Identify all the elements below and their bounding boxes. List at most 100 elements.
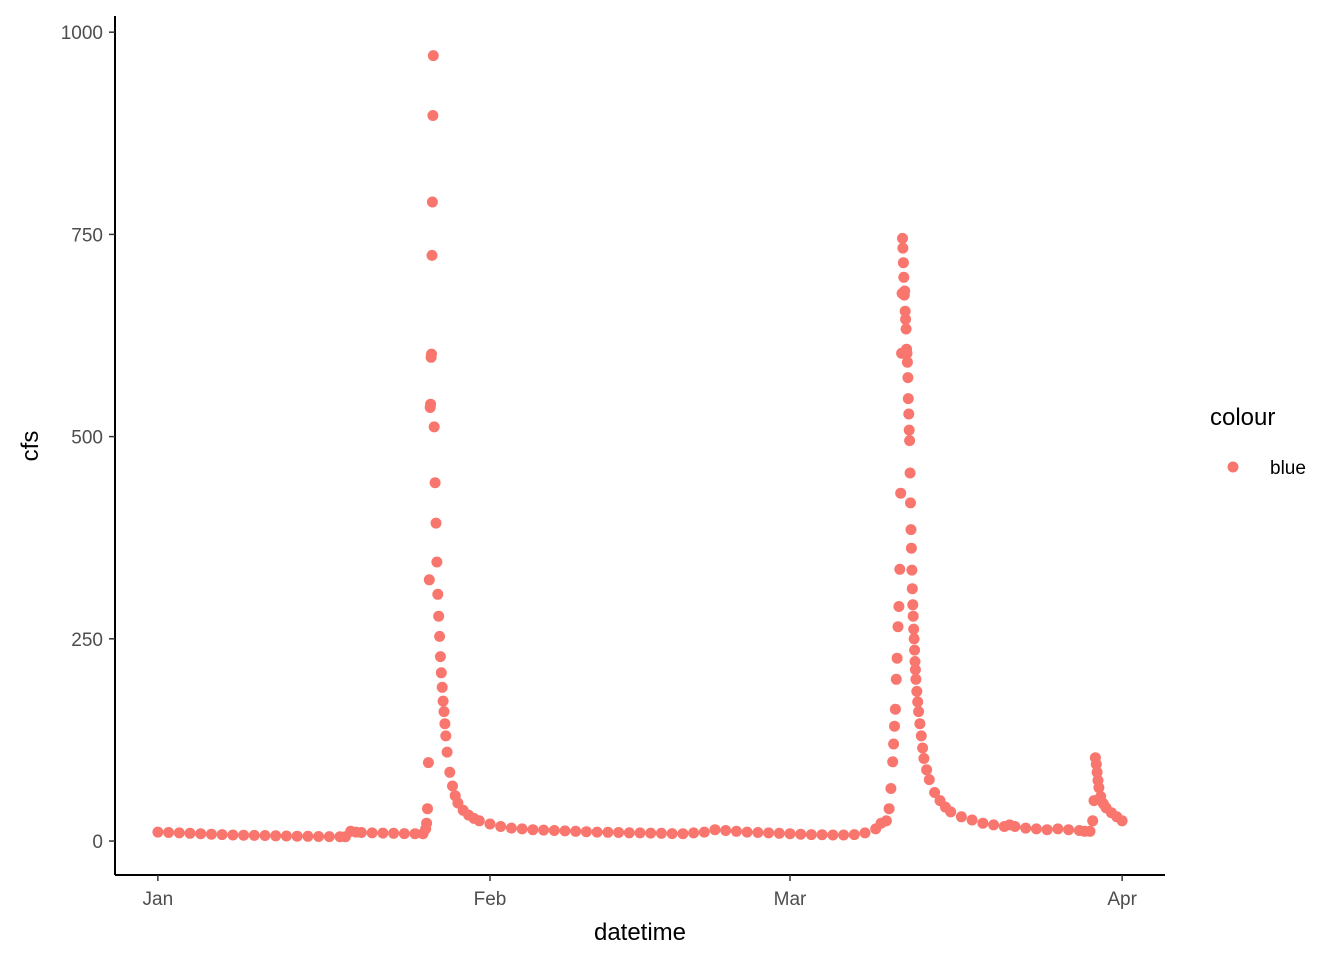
data-point	[422, 803, 433, 815]
data-point	[441, 746, 453, 758]
data-point	[602, 826, 614, 838]
data-point	[422, 757, 434, 769]
data-point	[591, 826, 603, 838]
data-point	[897, 232, 908, 244]
data-point	[795, 828, 807, 840]
data-point	[634, 827, 646, 839]
data-point	[435, 667, 447, 679]
data-point	[270, 830, 282, 842]
data-point	[900, 323, 912, 335]
data-point	[891, 652, 903, 664]
data-point	[291, 830, 303, 842]
data-point	[527, 824, 539, 836]
data-point	[784, 828, 796, 840]
data-point	[623, 827, 635, 839]
data-point	[688, 827, 700, 839]
data-point	[432, 588, 444, 600]
data-point	[988, 819, 1000, 831]
data-point	[428, 421, 440, 433]
data-point	[444, 766, 456, 778]
data-point	[885, 783, 897, 794]
data-point	[897, 257, 909, 269]
data-point	[423, 574, 435, 586]
data-point	[977, 817, 989, 829]
data-point	[436, 681, 448, 693]
data-point	[259, 830, 271, 841]
y-axis-ticks: 0 250 500 750 1000	[61, 23, 115, 853]
data-point	[440, 730, 452, 742]
data-point	[238, 829, 250, 841]
data-point	[1084, 825, 1096, 837]
data-point	[773, 827, 785, 839]
data-point	[906, 564, 918, 576]
data-point	[388, 827, 400, 839]
data-point	[955, 811, 967, 823]
data-point	[1087, 815, 1099, 827]
data-point	[915, 730, 927, 742]
data-point	[903, 408, 915, 420]
data-point	[426, 249, 438, 261]
data-point	[152, 826, 164, 838]
data-point	[698, 826, 710, 838]
data-point	[914, 718, 926, 730]
data-point	[1009, 821, 1021, 832]
data-point	[859, 827, 871, 839]
data-point	[355, 827, 367, 838]
data-point	[912, 696, 924, 708]
data-point	[484, 818, 496, 830]
data-point	[923, 774, 935, 786]
data-point	[1020, 822, 1032, 834]
data-point	[898, 271, 910, 283]
legend-title: colour	[1210, 404, 1275, 431]
data-point	[911, 685, 923, 697]
data-point	[1090, 758, 1102, 770]
data-point	[377, 827, 389, 839]
legend: colour blue	[1210, 404, 1306, 479]
data-point	[580, 826, 592, 838]
data-point	[366, 827, 378, 839]
data-point	[538, 824, 550, 836]
data-point	[895, 487, 907, 499]
data-point	[655, 827, 667, 839]
data-point	[447, 780, 458, 792]
x-axis-ticks: Jan Feb Mar Apr	[143, 875, 1138, 910]
data-point	[816, 829, 828, 841]
data-point	[894, 563, 906, 575]
data-point	[184, 827, 196, 839]
data-point	[903, 424, 915, 436]
data-point	[438, 706, 450, 718]
data-point	[666, 828, 678, 840]
data-point	[848, 829, 860, 841]
data-point	[918, 753, 930, 764]
data-point	[904, 467, 916, 479]
data-point	[763, 827, 775, 839]
data-point	[227, 829, 239, 841]
data-point	[899, 285, 911, 297]
data-point	[901, 347, 913, 359]
legend-key-blue	[1227, 461, 1239, 473]
data-point	[917, 742, 929, 754]
data-point	[473, 815, 485, 827]
data-point	[805, 829, 817, 841]
data-point	[897, 242, 909, 254]
data-point	[900, 313, 912, 325]
data-point	[516, 823, 528, 835]
data-point	[907, 610, 919, 622]
data-point	[902, 393, 914, 405]
data-point	[425, 398, 437, 410]
data-point	[173, 827, 185, 839]
data-point	[430, 517, 442, 529]
data-point	[905, 542, 917, 554]
data-point	[495, 821, 507, 832]
data-point	[921, 764, 933, 776]
data-point	[677, 828, 689, 840]
data-point	[908, 633, 920, 645]
data-point	[248, 829, 260, 841]
data-point	[899, 305, 911, 317]
data-point	[883, 803, 895, 815]
data-point	[439, 718, 451, 730]
data-point	[548, 825, 560, 836]
y-tick-label: 750	[71, 225, 103, 246]
